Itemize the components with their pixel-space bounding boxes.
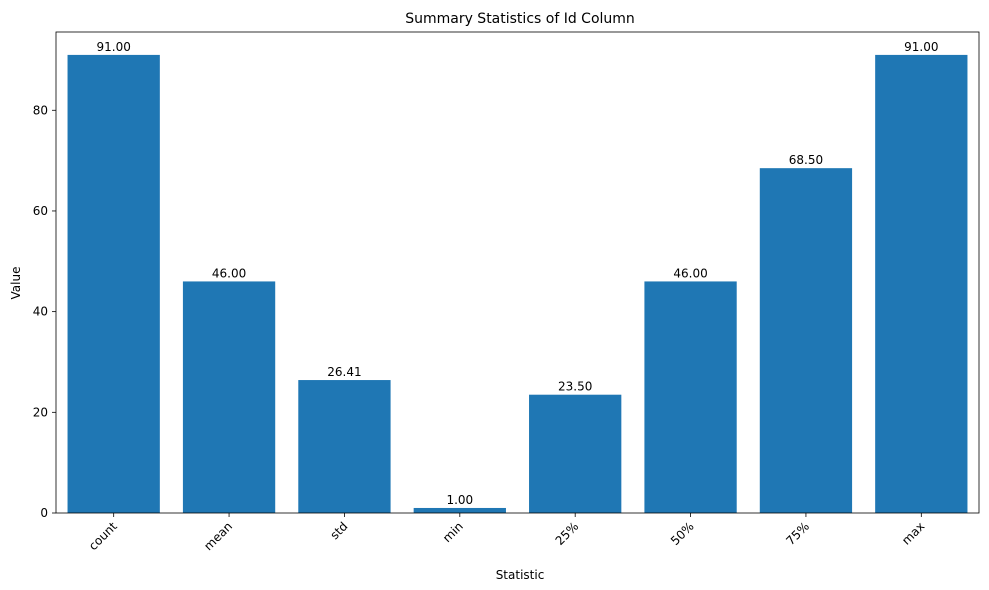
bar-value-label-1: 46.00 xyxy=(212,266,246,280)
y-tick-label-0: 0 xyxy=(40,506,48,520)
x-axis-label: Statistic xyxy=(496,568,545,582)
axes-frame xyxy=(55,31,980,514)
bar-0 xyxy=(67,54,160,514)
bar-value-label-2: 26.41 xyxy=(327,365,361,379)
plot-area: 91.00 46.00 26.41 1.00 23.50 46.00 68.50 91.00 0… xyxy=(33,31,980,553)
bar-value-label-4: 23.50 xyxy=(558,380,592,394)
chart-title: Summary Statistics of Id Column xyxy=(405,11,635,27)
bar-5 xyxy=(644,281,737,513)
y-axis-label: Value xyxy=(9,267,23,300)
bar-value-label-6: 68.50 xyxy=(789,153,823,167)
bar-4 xyxy=(529,394,622,513)
bar-2 xyxy=(298,380,391,513)
y-tick-label-1: 20 xyxy=(33,405,48,419)
bar-1 xyxy=(182,281,276,513)
bar-value-label-3: 1.00 xyxy=(446,493,473,507)
bar-value-label-5: 46.00 xyxy=(673,266,707,280)
y-tick-label-3: 60 xyxy=(33,204,48,218)
bar-7 xyxy=(875,54,968,514)
bar-value-label-0: 91.00 xyxy=(97,40,131,54)
bar-value-label-7: 91.00 xyxy=(904,40,938,54)
y-tick-label-2: 40 xyxy=(33,305,48,319)
bar-6 xyxy=(759,168,853,513)
y-tick-label-4: 80 xyxy=(33,103,48,117)
bar-3 xyxy=(413,507,506,513)
